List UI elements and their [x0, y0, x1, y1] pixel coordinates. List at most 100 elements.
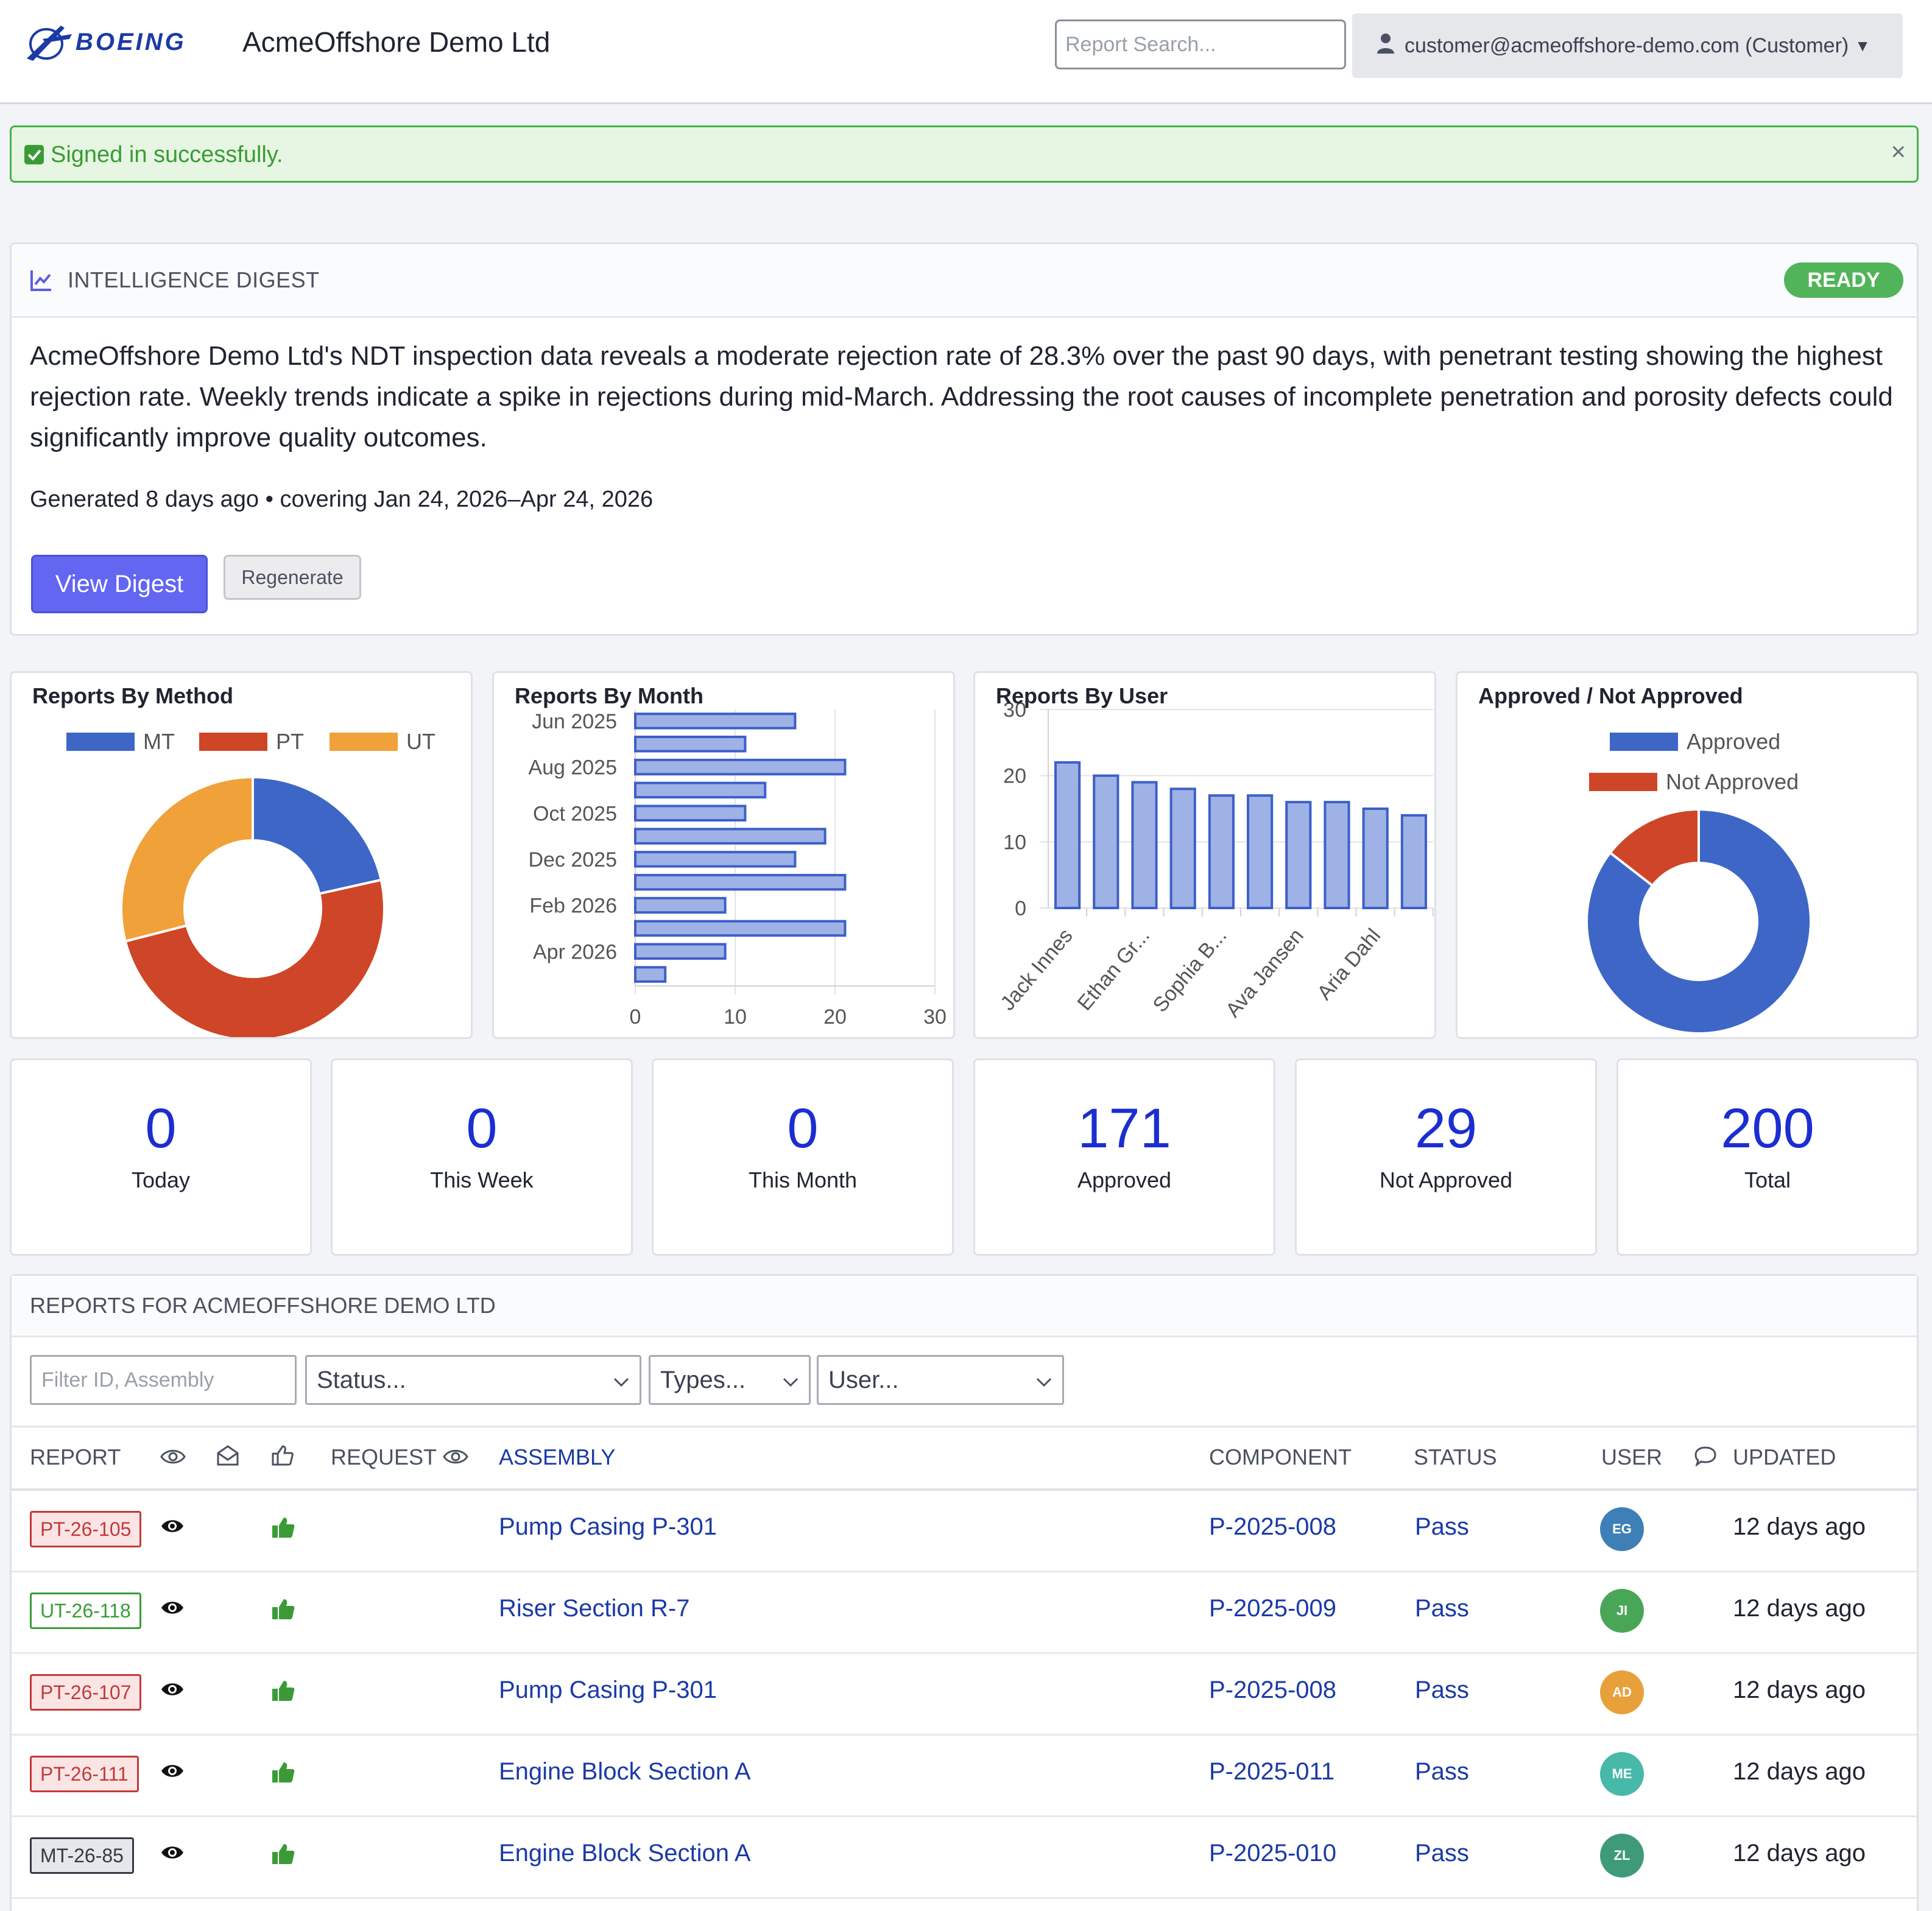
- status-link[interactable]: Pass: [1415, 1840, 1469, 1867]
- table-row[interactable]: UT-26-118 Riser Section R-7 P-2025-009 Pass…: [12, 1571, 1917, 1654]
- eye-icon[interactable]: [160, 1680, 185, 1702]
- report-id-badge[interactable]: PT-26-107: [30, 1674, 142, 1711]
- status-link[interactable]: Pass: [1415, 1677, 1469, 1703]
- eye-icon[interactable]: [160, 1843, 185, 1865]
- comment-icon[interactable]: [1694, 1446, 1717, 1472]
- legend-label: MT: [143, 729, 175, 754]
- component-link[interactable]: P-2025-010: [1209, 1840, 1337, 1867]
- check-square-icon: [24, 144, 44, 165]
- bar[interactable]: [1247, 794, 1274, 909]
- status-link[interactable]: Pass: [1415, 1758, 1469, 1785]
- legend-label: UT: [406, 729, 435, 754]
- filter-id-input[interactable]: [30, 1355, 297, 1405]
- eye-icon[interactable]: [160, 1599, 185, 1620]
- bar[interactable]: [1054, 761, 1081, 909]
- column-user[interactable]: USER: [1601, 1445, 1663, 1469]
- component-link[interactable]: P-2025-011: [1209, 1758, 1335, 1785]
- eye-outline-icon[interactable]: [443, 1446, 468, 1471]
- bar[interactable]: [634, 874, 847, 891]
- pie-slice-ut[interactable]: [120, 775, 254, 943]
- bar[interactable]: [1131, 781, 1158, 909]
- user-menu-dropdown[interactable]: customer@acmeoffshore-demo.com (Customer…: [1352, 13, 1903, 78]
- thumbs-up-icon[interactable]: [271, 1516, 295, 1542]
- bar[interactable]: [1208, 794, 1235, 909]
- table-row[interactable]: MT-26-85 Engine Block Section A P-2025-010…: [12, 1815, 1917, 1899]
- avatar[interactable]: ME: [1600, 1752, 1644, 1796]
- assembly-link[interactable]: Engine Block Section A: [499, 1840, 751, 1867]
- eye-outline-icon[interactable]: [160, 1446, 186, 1471]
- bar[interactable]: [634, 851, 797, 868]
- bar[interactable]: [1093, 774, 1119, 909]
- bar[interactable]: [634, 896, 727, 914]
- digest-meta: Generated 8 days ago • covering Jan 24, …: [30, 487, 654, 512]
- bar[interactable]: [634, 781, 767, 799]
- success-alert: Signed in successfully. ×: [10, 125, 1919, 183]
- thumbs-up-icon[interactable]: [271, 1842, 295, 1868]
- table-row[interactable]: PT-26-105 Pump Casing P-301 P-2025-008 Pass…: [12, 1489, 1917, 1572]
- assembly-link[interactable]: Pump Casing P-301: [499, 1513, 717, 1540]
- report-id-badge[interactable]: UT-26-118: [30, 1592, 141, 1629]
- report-id-badge[interactable]: MT-26-85: [30, 1837, 134, 1874]
- bar[interactable]: [634, 920, 847, 937]
- bar[interactable]: [1362, 808, 1389, 909]
- status-select[interactable]: Status...: [305, 1355, 641, 1405]
- component-link[interactable]: P-2025-008: [1209, 1677, 1337, 1703]
- types-select[interactable]: Types...: [649, 1355, 811, 1405]
- envelope-open-icon[interactable]: [216, 1445, 239, 1472]
- bar[interactable]: [1285, 801, 1312, 909]
- eye-icon[interactable]: [160, 1762, 185, 1783]
- bar[interactable]: [634, 713, 797, 730]
- pie-slice-pt[interactable]: [124, 878, 386, 1037]
- column-assembly[interactable]: ASSEMBLY: [499, 1445, 616, 1469]
- user-select[interactable]: User...: [817, 1355, 1064, 1405]
- avatar[interactable]: EG: [1600, 1507, 1644, 1551]
- pie-slice-approved[interactable]: [1585, 808, 1812, 1035]
- thumbs-up-icon[interactable]: [271, 1679, 295, 1705]
- bar[interactable]: [1169, 787, 1196, 909]
- bar[interactable]: [634, 943, 727, 960]
- assembly-link[interactable]: Pump Casing P-301: [499, 1677, 717, 1703]
- bar[interactable]: [634, 736, 747, 753]
- avatar[interactable]: JI: [1600, 1589, 1644, 1633]
- thumbs-up-icon[interactable]: [271, 1597, 295, 1624]
- status-link[interactable]: Pass: [1415, 1513, 1469, 1540]
- report-id-badge[interactable]: PT-26-111: [30, 1756, 139, 1792]
- column-report[interactable]: REPORT: [30, 1445, 121, 1469]
- pie-slice-mt[interactable]: [252, 775, 383, 895]
- table-row[interactable]: PT-26-111 Engine Block Section A P-2025-01…: [12, 1734, 1917, 1817]
- component-link[interactable]: P-2025-009: [1209, 1595, 1337, 1622]
- pie-slice-not-approved[interactable]: [1608, 808, 1700, 887]
- stat-value: 200: [1721, 1097, 1814, 1160]
- assembly-link[interactable]: Riser Section R-7: [499, 1595, 690, 1622]
- legend-label: PT: [276, 729, 304, 754]
- regenerate-button[interactable]: Regenerate: [224, 555, 361, 600]
- column-updated[interactable]: UPDATED: [1733, 1445, 1836, 1469]
- thumbs-up-icon[interactable]: [271, 1761, 295, 1787]
- avatar[interactable]: ZL: [1600, 1834, 1644, 1878]
- status-link[interactable]: Pass: [1415, 1595, 1469, 1622]
- report-search-input[interactable]: [1055, 19, 1346, 69]
- table-row[interactable]: PT-26-107 Pump Casing P-301 P-2025-008 Pass…: [12, 1652, 1917, 1736]
- eye-icon[interactable]: [160, 1517, 185, 1538]
- component-link[interactable]: P-2025-008: [1209, 1513, 1337, 1540]
- bar[interactable]: [634, 966, 667, 983]
- bar[interactable]: [634, 758, 847, 776]
- legend-label: Approved: [1687, 729, 1780, 754]
- x-tick-label: 10: [724, 1005, 747, 1029]
- stat-value: 29: [1414, 1097, 1478, 1160]
- close-icon[interactable]: ×: [1891, 137, 1906, 166]
- bar[interactable]: [1400, 814, 1427, 909]
- avatar[interactable]: AD: [1600, 1670, 1644, 1714]
- bar[interactable]: [1324, 801, 1350, 909]
- view-digest-button[interactable]: View Digest: [31, 555, 208, 613]
- report-id-badge[interactable]: PT-26-105: [30, 1511, 142, 1547]
- column-request[interactable]: REQUEST: [331, 1445, 437, 1469]
- assembly-link[interactable]: Engine Block Section A: [499, 1758, 751, 1785]
- boeing-logo[interactable]: BOEING: [24, 21, 213, 65]
- column-status[interactable]: STATUS: [1414, 1445, 1497, 1469]
- bar[interactable]: [634, 804, 747, 822]
- thumbs-up-outline-icon[interactable]: [271, 1445, 294, 1472]
- bar[interactable]: [634, 828, 827, 845]
- column-component[interactable]: COMPONENT: [1209, 1445, 1352, 1469]
